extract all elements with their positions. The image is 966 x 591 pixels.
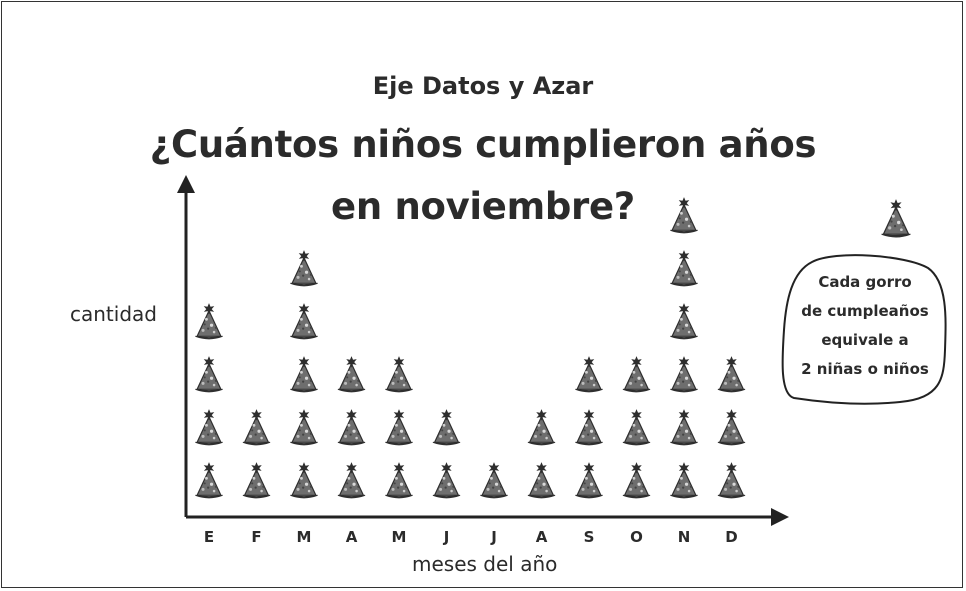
party-hat-icon — [669, 461, 699, 499]
party-hat-icon — [717, 355, 746, 393]
legend-line-4: 2 niñas o niños — [801, 360, 929, 378]
party-hat-icon — [242, 408, 271, 446]
x-tick-label: M — [296, 528, 312, 546]
party-hat-icon — [527, 461, 556, 499]
party-hat-icon — [669, 408, 699, 446]
x-tick-label: F — [251, 528, 262, 546]
x-tick-label: D — [725, 528, 738, 546]
x-tick-label: O — [630, 528, 643, 546]
party-hat-icon — [194, 408, 224, 446]
party-hat-icon — [669, 196, 699, 234]
y-axis-label: cantidad — [70, 302, 157, 326]
x-tick-label: M — [391, 528, 407, 546]
party-hat-icon — [574, 408, 604, 446]
party-hat-icon — [289, 408, 319, 446]
party-hat-icon — [622, 408, 651, 446]
legend-line-1: Cada gorro — [818, 273, 912, 291]
party-hat-icon — [479, 461, 509, 499]
party-hat-icon — [432, 461, 461, 499]
x-tick-label: J — [443, 528, 450, 546]
party-hat-icon — [194, 461, 224, 499]
legend-cloud — [781, 254, 947, 405]
party-hat-icon — [669, 249, 699, 287]
party-hat-icon — [289, 302, 319, 340]
party-hat-icon — [289, 249, 319, 287]
legend-line-2: de cumpleaños — [801, 302, 929, 320]
party-hat-icon — [669, 302, 699, 340]
party-hat-icon — [669, 355, 699, 393]
x-tick-label: N — [677, 528, 691, 546]
party-hat-icon — [242, 461, 271, 499]
party-hat-icon — [194, 355, 224, 393]
party-hat-icon — [432, 408, 461, 446]
party-hat-icon — [574, 355, 604, 393]
party-hat-icon — [337, 355, 366, 393]
legend-text: Cada gorro de cumpleaños equivale a 2 ni… — [790, 268, 940, 384]
x-tick-label: A — [535, 528, 548, 546]
party-hat-icon — [717, 408, 746, 446]
party-hat-icon — [337, 461, 366, 499]
legend-hat-icon — [880, 198, 912, 238]
party-hat-icon — [289, 355, 319, 393]
legend-line-3: equivale a — [821, 331, 909, 349]
party-hat-icon — [384, 355, 414, 393]
title-line-1: ¿Cuántos niños cumplieron años — [149, 123, 817, 166]
x-tick-label: E — [203, 528, 215, 546]
party-hat-icon — [527, 408, 556, 446]
party-hat-icon — [194, 302, 224, 340]
party-hat-icon — [384, 461, 414, 499]
x-tick-label: S — [583, 528, 595, 546]
party-hat-icon — [337, 408, 366, 446]
x-axis-label: meses del año — [412, 552, 558, 576]
x-tick-label: J — [491, 528, 497, 546]
title-line-2: en noviembre? — [331, 185, 635, 228]
subtitle: Eje Datos y Azar — [372, 72, 594, 100]
party-hat-icon — [384, 408, 414, 446]
party-hat-icon — [622, 461, 651, 499]
x-tick-label: A — [345, 528, 358, 546]
icon-columns — [194, 196, 746, 499]
party-hat-icon — [622, 355, 651, 393]
party-hat-icon — [717, 461, 746, 499]
party-hat-icon — [574, 461, 604, 499]
party-hat-icon — [289, 461, 319, 499]
